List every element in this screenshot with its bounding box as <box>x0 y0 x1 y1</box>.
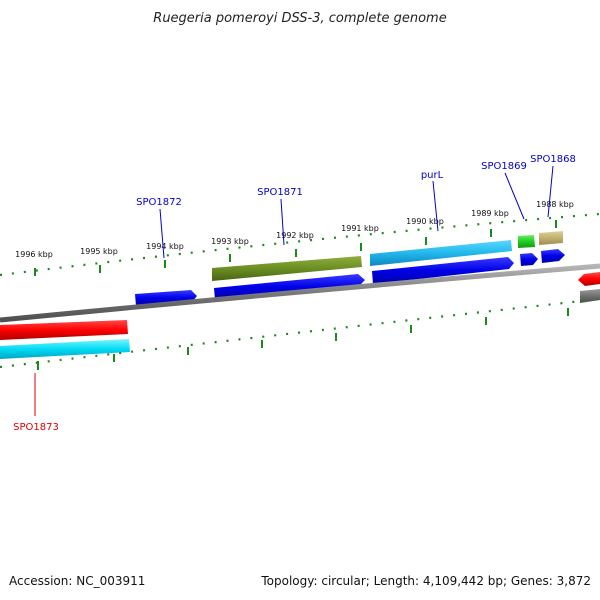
leader-line-spo1869 <box>504 172 525 220</box>
leader-line-spo1872 <box>159 208 165 259</box>
gene-olive-feature <box>212 256 362 281</box>
ruler-label: 1989 kbp <box>471 209 509 218</box>
cds-arrow-reverse-edge <box>578 272 600 286</box>
gene-green-spo1869 <box>518 235 535 248</box>
gene-grey-edge <box>580 289 600 303</box>
leader-line-spo1868 <box>547 165 554 218</box>
gene-label-spo1868[interactable]: SPO1868 <box>530 154 576 165</box>
ruler-label: 1992 kbp <box>276 231 314 240</box>
outer-tick-ring <box>0 212 600 277</box>
cds-bar-spo1873 <box>0 320 128 340</box>
gene-label-spo1872[interactable]: SPO1872 <box>136 197 182 208</box>
ruler-label: 1988 kbp <box>536 200 574 209</box>
gene-cyan-purL <box>370 240 512 266</box>
genome-backbone <box>0 263 600 323</box>
outer-major-ticks <box>34 220 557 276</box>
gene-label-spo1869[interactable]: SPO1869 <box>481 161 527 172</box>
leader-line-purl <box>432 180 439 232</box>
map-title: Ruegeria pomeroyi DSS-3, complete genome <box>153 11 446 26</box>
gene-label-spo1871[interactable]: SPO1871 <box>257 187 303 198</box>
gene-label-purl[interactable]: purL <box>421 170 444 181</box>
inner-tick-ring <box>0 297 600 369</box>
gene-khaki-spo1868 <box>539 231 563 245</box>
cds-arrow-spo1871 <box>214 274 365 300</box>
cds-arrow-spo1868 <box>541 249 565 263</box>
ruler-label: 1995 kbp <box>80 247 118 256</box>
genome-summary-text: Topology: circular; Length: 4,109,442 bp… <box>261 574 591 588</box>
inner-major-ticks <box>37 308 569 370</box>
ruler-label: 1991 kbp <box>341 224 379 233</box>
ruler-label: 1994 kbp <box>146 242 184 251</box>
cds-arrow-purl <box>372 257 514 284</box>
accession-text: Accession: NC_003911 <box>9 574 146 588</box>
gene-cyan-spo1873 <box>0 339 130 359</box>
leader-line-spo1871 <box>280 198 285 246</box>
ruler-label: 1996 kbp <box>15 250 53 259</box>
ruler-label: 1990 kbp <box>406 217 444 226</box>
cds-arrow-spo1869 <box>520 253 538 266</box>
gene-label-spo1873[interactable]: SPO1873 <box>13 422 59 433</box>
ruler-label: 1993 kbp <box>211 237 249 246</box>
